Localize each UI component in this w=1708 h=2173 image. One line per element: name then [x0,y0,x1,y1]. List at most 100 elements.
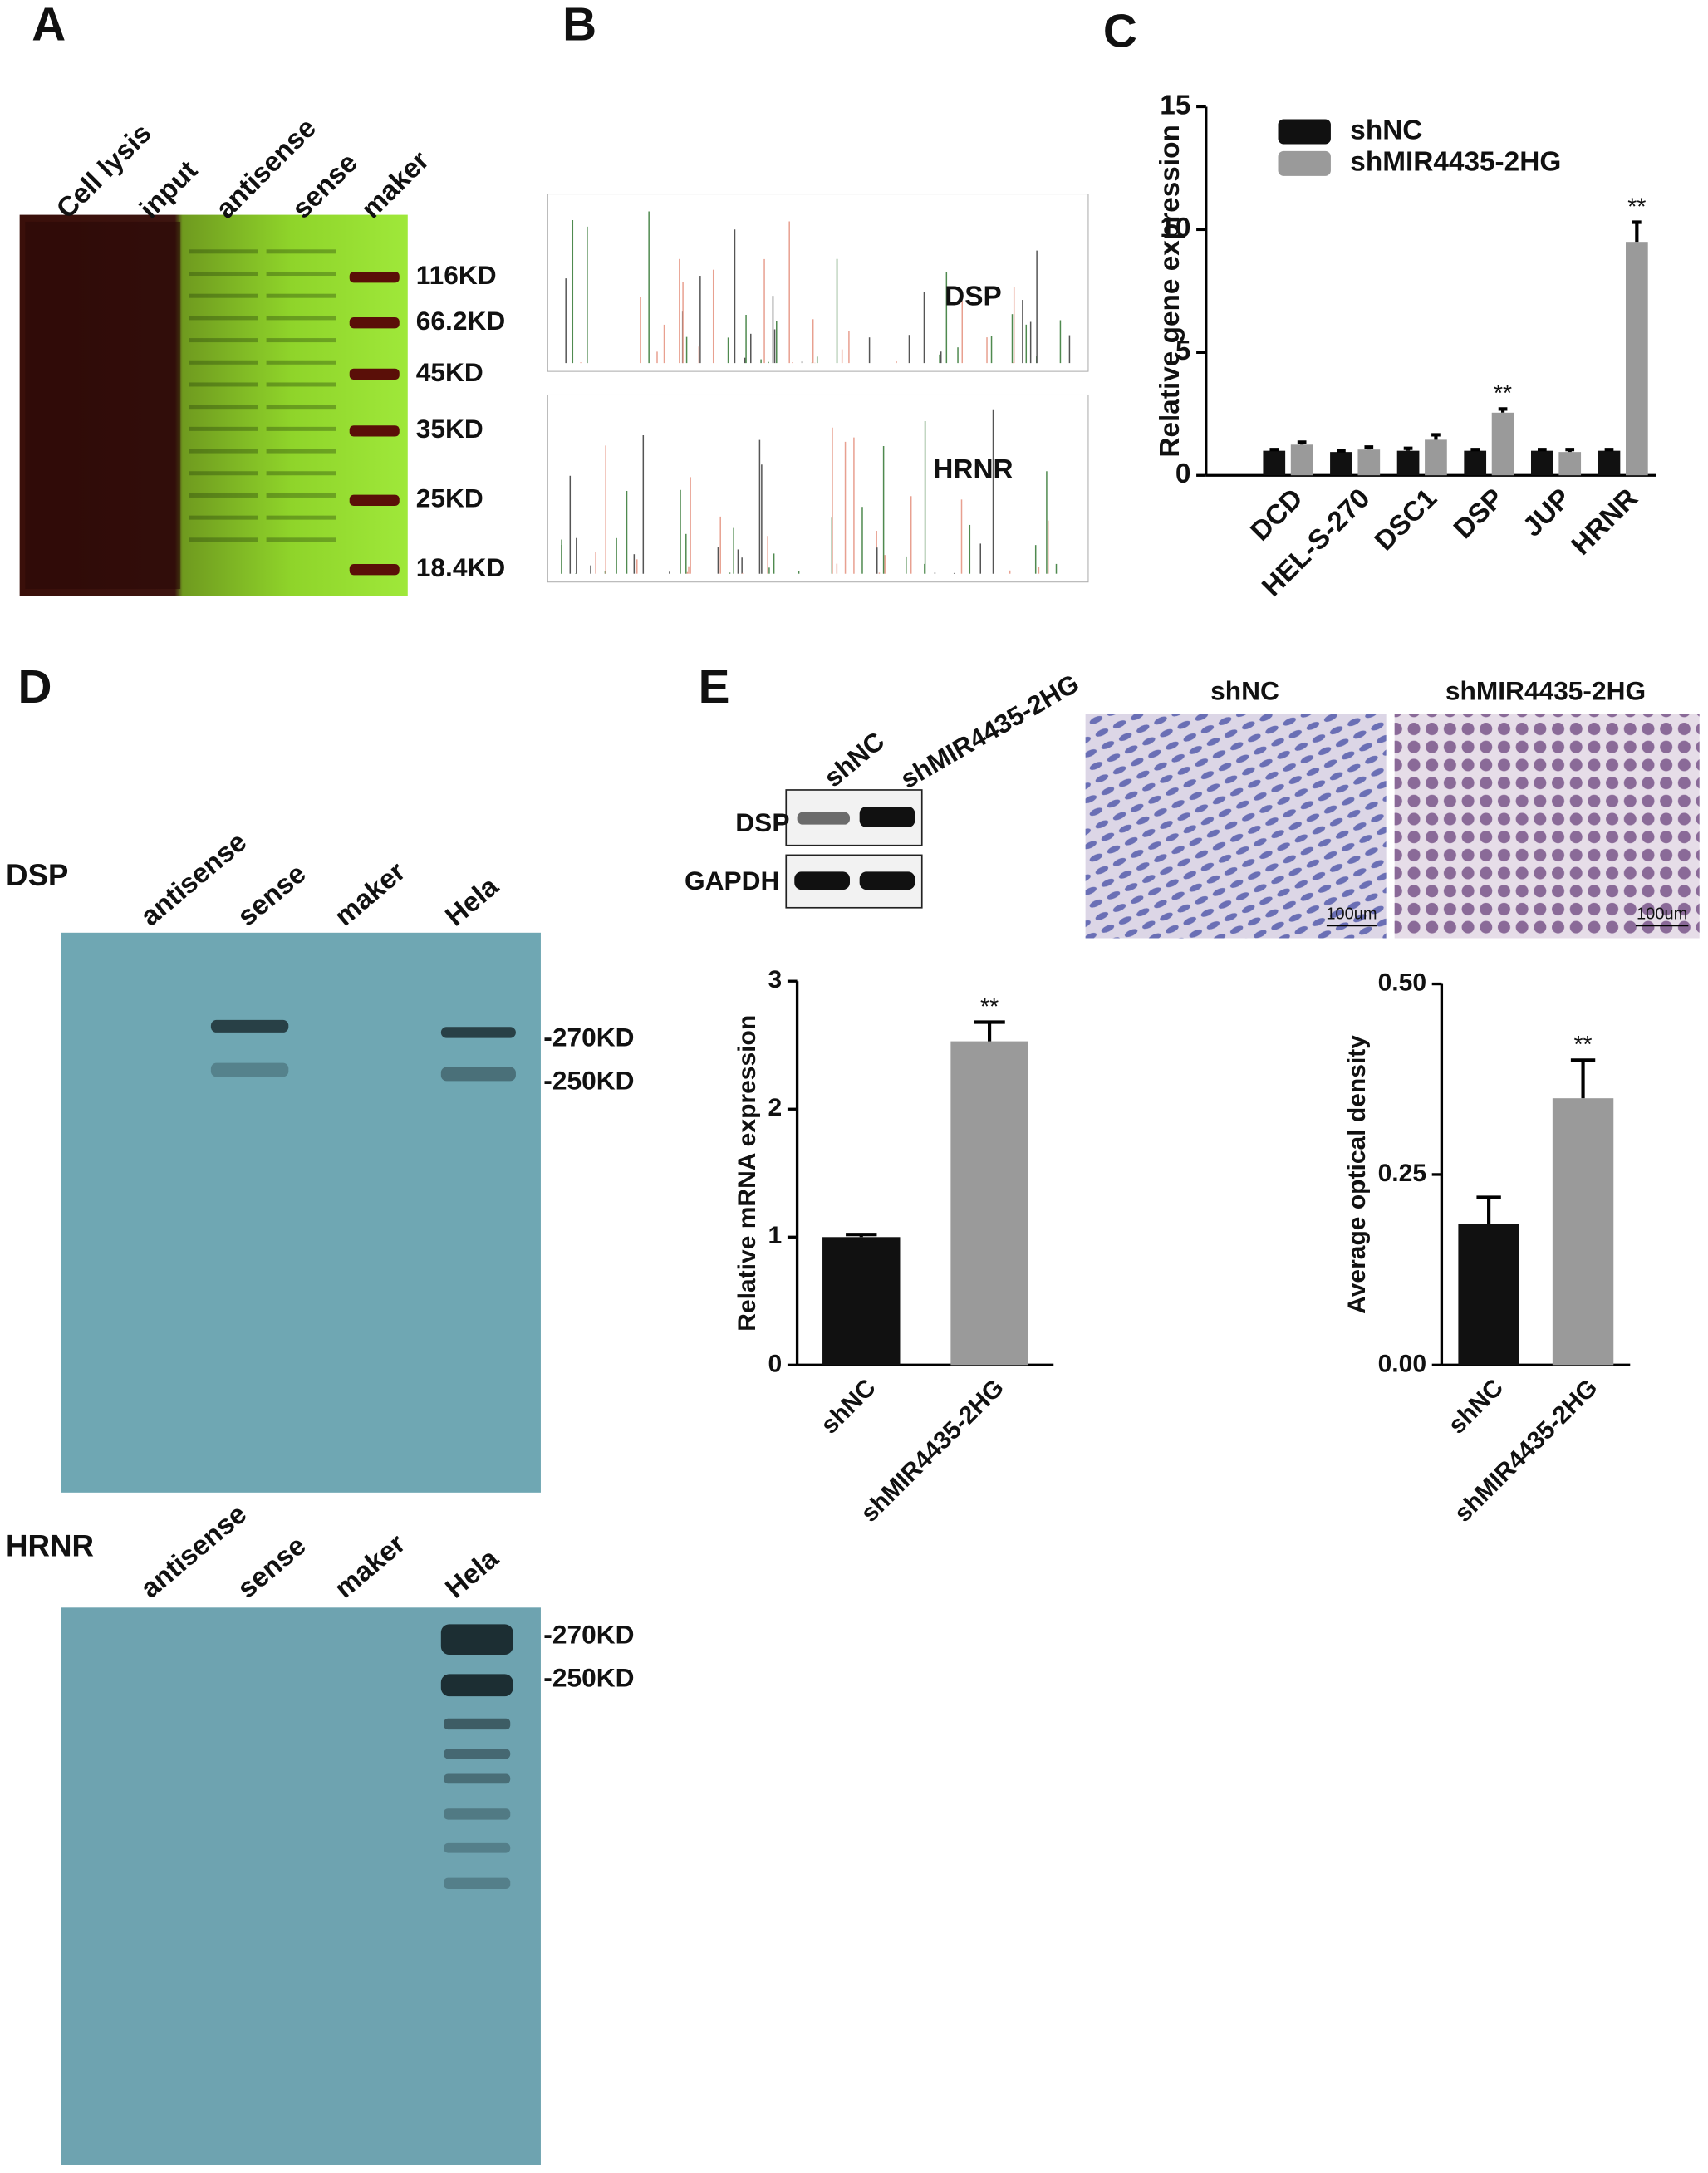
scale-label: 100um [1637,905,1687,923]
error-bar [1403,446,1413,451]
lane-label: maker [356,145,435,225]
gel-band [266,360,336,365]
y-tick-label: 0 [1175,459,1191,489]
gel-band [189,449,258,454]
gel-band [266,293,336,298]
y-tick-label: 0.00 [1378,1350,1426,1377]
gel-band [189,272,258,277]
marker-label: -270KD [543,1620,634,1650]
bar [1330,452,1352,476]
western-lane: shMIR4435-2HG [896,668,1084,794]
marker-label: 66.2KD [416,306,505,336]
error-bar [1269,448,1279,452]
legend-swatch [1278,119,1331,145]
marker-label: -250KD [543,1662,634,1692]
gel-band [189,293,258,298]
gel-band [189,360,258,365]
bar [1425,439,1447,476]
gel-band [266,405,336,410]
error-bar [1297,440,1307,445]
gel-band [266,515,336,520]
y-tick-label: 0.25 [1378,1160,1426,1187]
gel-lane [25,221,109,590]
lane-label: maker [329,856,411,933]
error-bar [1431,433,1441,440]
marker-label: -250KD [543,1065,634,1095]
gel-band [266,471,336,476]
error-bar [1337,449,1346,453]
ihc-image [1085,714,1387,939]
gel-band [266,449,336,454]
lane-label: Hela [440,871,505,932]
y-axis-label: Relative gene expression [1155,125,1185,458]
y-tick-label: 3 [768,966,783,993]
ihc-group: shMIR4435-2HG [1445,676,1646,706]
western-row: GAPDH [685,866,779,895]
x-tick-label: shNC [1443,1374,1509,1440]
y-axis-label: Relative mRNA expression [734,1015,761,1332]
bar [1530,450,1553,476]
gel-band [189,537,258,542]
gel-band [189,316,258,321]
legend-label: shNC [1350,115,1422,145]
error-bar [1470,448,1480,452]
panel-label: C [1103,6,1137,58]
gel-band [266,316,336,321]
marker-label: 116KD [416,260,497,290]
western-bands [794,806,915,890]
error-bar [1364,445,1374,450]
x-tick-label: DSC1 [1369,483,1443,557]
error-bar [846,1233,877,1238]
panel-label: E [699,661,730,714]
bar [1396,450,1420,476]
annotation: ** [1494,380,1512,407]
lane-label: antisense [135,827,253,932]
marker-band [349,494,400,506]
x-tick-label: DSP [1448,483,1510,545]
bar [1464,450,1487,476]
y-axis-label: Average optical density [1343,1035,1371,1314]
bar [1458,1224,1519,1366]
bar [1626,242,1648,476]
gel-band [189,493,258,498]
scale-label: 100um [1326,905,1377,923]
y-tick-label: 0.50 [1378,969,1426,996]
legend-swatch [1278,150,1331,176]
error-bar [1632,220,1642,243]
gel-band [266,272,336,277]
bar [1598,450,1621,476]
panel-label: D [18,661,52,714]
gel-band [189,382,258,387]
blot-protein: DSP [6,858,68,892]
panel-label: A [32,0,66,51]
lane-label: antisense [135,1499,253,1604]
bar [950,1041,1028,1366]
gel-band [266,537,336,542]
marker-label: -270KD [543,1023,634,1052]
error-bar [1498,407,1508,413]
error-bar [1476,1195,1501,1224]
gel-band [266,249,336,254]
error-bar [1538,448,1547,452]
legend-label: shMIR4435-2HG [1350,147,1561,178]
lane-label: maker [329,1528,411,1605]
gel-band [189,471,258,476]
spectra [547,194,1089,583]
error-bar [974,1020,1005,1042]
gel-band [189,338,258,343]
y-tick-label: 2 [768,1094,783,1121]
peptide-label: HRNR [933,454,1013,485]
bar [1558,452,1582,476]
bar [822,1237,901,1366]
x-tick-label: HRNR [1566,483,1644,561]
gel-band [266,426,336,431]
gel-band [266,493,336,498]
x-tick-label: shMIR4435-2HG [856,1374,1009,1528]
marker-label: 18.4KD [416,552,505,582]
western-lane: shNC [818,726,891,793]
panel-label: B [562,0,596,51]
bar [1491,412,1514,476]
ihc-group: shNC [1210,676,1279,706]
blot-bands [210,1019,516,1889]
lane-label: sense [232,858,312,932]
